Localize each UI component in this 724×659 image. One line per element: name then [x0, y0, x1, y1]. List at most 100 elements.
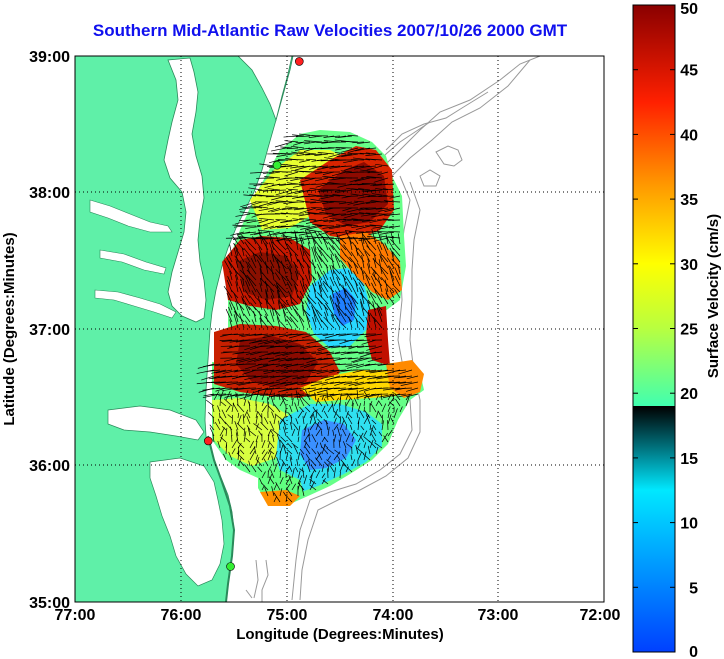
velocity-arrow	[375, 400, 380, 407]
velocity-arrow	[233, 307, 239, 323]
velocity-arrow	[290, 145, 305, 149]
velocity-arrow	[235, 213, 251, 217]
velocity-arrow	[385, 288, 389, 299]
velocity-arrow	[338, 201, 353, 205]
velocity-arrow	[253, 375, 269, 378]
velocity-arrow	[346, 392, 353, 401]
velocity-arrow	[308, 135, 323, 138]
velocity-arrow	[273, 483, 278, 491]
velocity-arrow	[308, 369, 323, 372]
velocity-arrow	[367, 299, 377, 311]
velocity-arrow	[287, 357, 305, 362]
velocity-arrow	[264, 281, 275, 293]
velocity-arrow	[387, 397, 395, 407]
velocity-arrow	[377, 277, 383, 293]
velocity-arrow	[329, 393, 347, 396]
velocity-arrow	[273, 255, 281, 269]
velocity-arrow	[255, 416, 258, 425]
velocity-arrow	[321, 446, 329, 455]
velocity-arrow	[320, 319, 329, 329]
velocity-arrow	[383, 183, 395, 186]
velocity-arrow	[276, 316, 281, 329]
velocity-arrow	[384, 242, 389, 251]
velocity-arrow	[209, 427, 215, 437]
velocity-arrow	[285, 195, 299, 198]
velocity-arrow	[293, 423, 299, 431]
velocity-arrow	[243, 194, 257, 197]
velocity-arrow	[231, 448, 236, 455]
velocity-arrow	[304, 406, 311, 413]
velocity-arrow	[363, 391, 371, 401]
velocity-arrow	[267, 389, 273, 401]
velocity-arrow	[382, 218, 395, 221]
velocity-arrow	[250, 258, 257, 269]
velocity-arrow	[298, 213, 311, 217]
velocity-arrow	[386, 257, 395, 269]
velocity-arrow	[235, 300, 239, 311]
velocity-arrow	[269, 309, 275, 323]
velocity-arrow	[276, 282, 287, 293]
velocity-arrow	[393, 285, 401, 293]
velocity-arrow	[345, 448, 347, 455]
velocity-arrow	[304, 393, 317, 397]
velocity-arrow	[271, 147, 287, 152]
y-tick-label: 37:00	[29, 322, 70, 339]
velocity-arrow	[387, 393, 392, 401]
velocity-arrow	[289, 252, 293, 263]
velocity-arrow	[209, 424, 215, 431]
velocity-arrow	[226, 381, 245, 386]
velocity-arrow	[238, 243, 245, 251]
velocity-arrow	[219, 412, 221, 419]
velocity-arrow	[323, 436, 329, 443]
velocity-arrow	[281, 276, 287, 287]
velocity-arrow	[309, 187, 323, 191]
velocity-arrow	[249, 440, 255, 449]
velocity-arrow	[259, 357, 275, 360]
velocity-arrow	[312, 413, 317, 425]
velocity-arrow	[343, 441, 347, 449]
velocity-arrow	[337, 253, 347, 263]
velocity-arrow	[380, 363, 395, 365]
velocity-arrow	[249, 295, 257, 305]
velocity-arrow	[275, 481, 281, 491]
velocity-arrow	[334, 381, 353, 383]
velocity-arrow	[367, 171, 383, 174]
velocity-arrow	[322, 237, 341, 240]
velocity-arrow	[365, 381, 377, 384]
velocity-arrow	[241, 296, 245, 305]
velocity-arrow	[323, 316, 335, 329]
velocity-arrow	[292, 218, 305, 221]
velocity-arrow	[400, 381, 419, 386]
velocity-arrow	[299, 207, 317, 214]
velocity-arrow	[235, 369, 251, 372]
velocity-arrow	[259, 393, 275, 397]
velocity-arrow	[311, 351, 323, 355]
velocity-arrow	[256, 259, 263, 269]
velocity-arrow	[273, 307, 281, 323]
velocity-arrow	[348, 236, 353, 251]
velocity-arrow	[294, 147, 311, 151]
velocity-arrow	[317, 292, 329, 305]
velocity-arrow	[298, 273, 305, 281]
velocity-arrow	[358, 237, 371, 240]
velocity-arrow	[285, 206, 299, 209]
velocity-arrow	[360, 237, 365, 251]
velocity-arrow	[351, 297, 359, 311]
velocity-arrow	[375, 291, 383, 305]
velocity-arrow	[377, 410, 383, 419]
velocity-arrow	[271, 486, 275, 497]
velocity-arrow	[378, 207, 395, 212]
velocity-arrow	[299, 195, 317, 198]
velocity-arrow	[356, 262, 365, 275]
velocity-arrow	[391, 252, 395, 263]
velocity-arrow	[348, 263, 353, 275]
velocity-arrow	[334, 152, 347, 155]
y-axis: 39:00 38:00 37:00 36:00 35:00 Latitude (…	[1, 49, 70, 612]
velocity-arrow	[368, 240, 377, 251]
velocity-arrow	[331, 345, 347, 349]
velocity-arrow	[344, 213, 359, 219]
station-marker-duck	[204, 436, 213, 446]
velocity-arrow	[296, 258, 305, 269]
velocity-arrow	[230, 426, 233, 437]
velocity-arrow	[295, 390, 299, 401]
